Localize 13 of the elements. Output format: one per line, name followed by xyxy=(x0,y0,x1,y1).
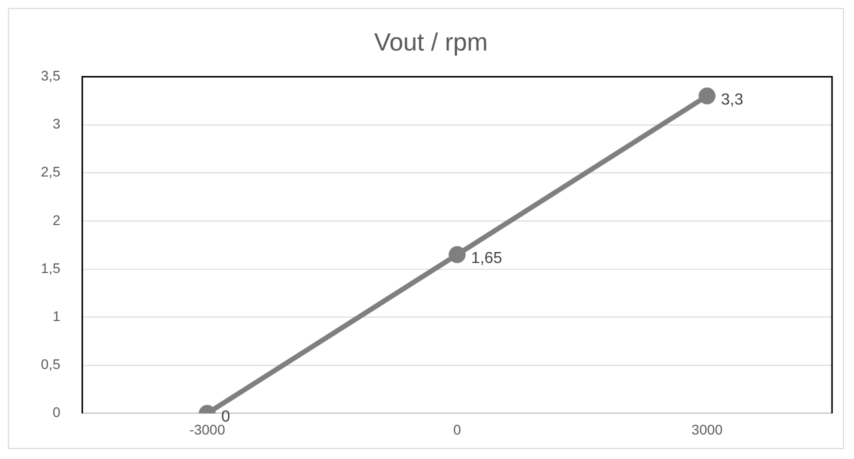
x-tick-label: 0 xyxy=(453,422,462,438)
y-tick-label: 3 xyxy=(52,116,61,132)
x-tick-label: 3000 xyxy=(692,422,723,438)
y-tick-label: 0 xyxy=(52,404,61,420)
y-tick-label: 1 xyxy=(52,308,61,324)
data-label: 1,65 xyxy=(471,250,502,268)
data-label: 3,3 xyxy=(721,91,744,108)
chart-title: Vout / rpm xyxy=(374,28,488,57)
y-tick-label: 2,5 xyxy=(40,164,61,180)
y-tick-label: 2 xyxy=(52,212,61,228)
y-tick-label: 3,5 xyxy=(40,68,61,84)
y-tick-label: 0,5 xyxy=(40,356,61,372)
y-tick-label: 1,5 xyxy=(40,260,61,276)
